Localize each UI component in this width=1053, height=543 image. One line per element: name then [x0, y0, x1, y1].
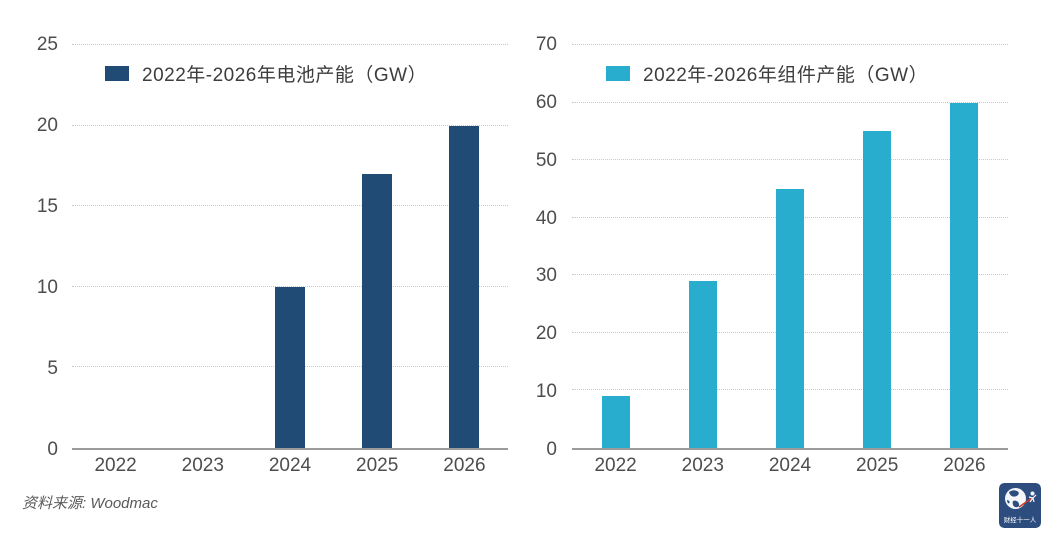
y-tick-label: 30 — [535, 265, 557, 287]
gridline — [72, 285, 508, 287]
y-tick-label: 25 — [36, 34, 58, 55]
bar-2025 — [362, 173, 393, 448]
bar-2026 — [950, 102, 979, 448]
y-tick-label: 10 — [36, 277, 58, 298]
y-tick-label: 5 — [47, 358, 58, 379]
y-tick-label: 50 — [535, 149, 557, 171]
publisher-logo: 财经十一人 — [999, 483, 1041, 528]
legend: 2022年-2026年组件产能（GW） — [606, 60, 928, 87]
y-tick-label: 0 — [47, 439, 58, 460]
y-tick-label: 15 — [36, 196, 58, 217]
x-tick-label: 2026 — [943, 455, 986, 476]
x-tick-label: 2023 — [181, 455, 224, 476]
x-tick-label: 2022 — [594, 455, 637, 476]
x-tick-label: 2026 — [443, 455, 486, 476]
gridline — [72, 124, 508, 126]
legend-swatch — [105, 66, 129, 81]
gridline — [572, 44, 1008, 45]
gridline — [72, 44, 508, 45]
bar-2026 — [449, 125, 480, 448]
bar-2024 — [776, 188, 804, 448]
x-tick-label: 2022 — [94, 455, 137, 476]
y-tick-label: 20 — [36, 115, 58, 136]
legend-label: 2022年-2026年电池产能（GW） — [142, 65, 428, 86]
gridline — [72, 205, 508, 207]
logo-text: 财经十一人 — [1004, 515, 1037, 524]
legend-label: 2022年-2026年组件产能（GW） — [643, 65, 929, 86]
plot-area: 2022年-2026年电池产能（GW） 2022 2023 2024 2025 2026 — [72, 44, 508, 476]
legend-swatch — [606, 66, 630, 81]
battery-capacity-chart: 0 5 10 15 20 25 2022年-2026年电池产能（GW） 2022 2023 2… — [14, 35, 508, 476]
x-tick-label: 2025 — [856, 455, 899, 476]
bar-2023 — [688, 281, 717, 448]
bar-2024 — [275, 286, 305, 448]
y-tick-label: 10 — [535, 381, 557, 403]
bar-2025 — [863, 131, 892, 448]
x-tick-label: 2024 — [768, 455, 812, 476]
y-tick-label: 40 — [535, 207, 557, 229]
module-capacity-chart: 0 10 20 30 40 50 60 70 2022年-2026年组件产能（GW） 2022… — [513, 35, 1008, 476]
gridline — [572, 101, 1008, 103]
y-axis: 0 5 10 15 20 25 — [14, 35, 58, 460]
y-tick-label: 70 — [535, 34, 557, 55]
source-note: 资料来源: Woodmac — [22, 495, 158, 512]
plot-area: 2022年-2026年组件产能（GW） 2022 2023 2024 2025 2026 — [572, 44, 1008, 476]
gridline — [572, 159, 1008, 161]
y-axis: 0 10 20 30 40 50 60 70 — [513, 35, 557, 460]
y-tick-label: 60 — [535, 91, 557, 113]
y-tick-label: 0 — [546, 439, 557, 460]
x-axis: 2022 2023 2024 2025 2026 — [72, 448, 508, 476]
x-tick-label: 2025 — [356, 455, 399, 476]
y-tick-label: 20 — [535, 323, 557, 345]
globe-icon: 财经十一人 — [999, 483, 1041, 528]
legend: 2022年-2026年电池产能（GW） — [105, 60, 427, 87]
bar-2022 — [601, 396, 630, 448]
x-tick-label: 2024 — [268, 455, 312, 476]
x-tick-label: 2023 — [681, 455, 724, 476]
x-axis: 2022 2023 2024 2025 2026 — [572, 448, 1008, 476]
